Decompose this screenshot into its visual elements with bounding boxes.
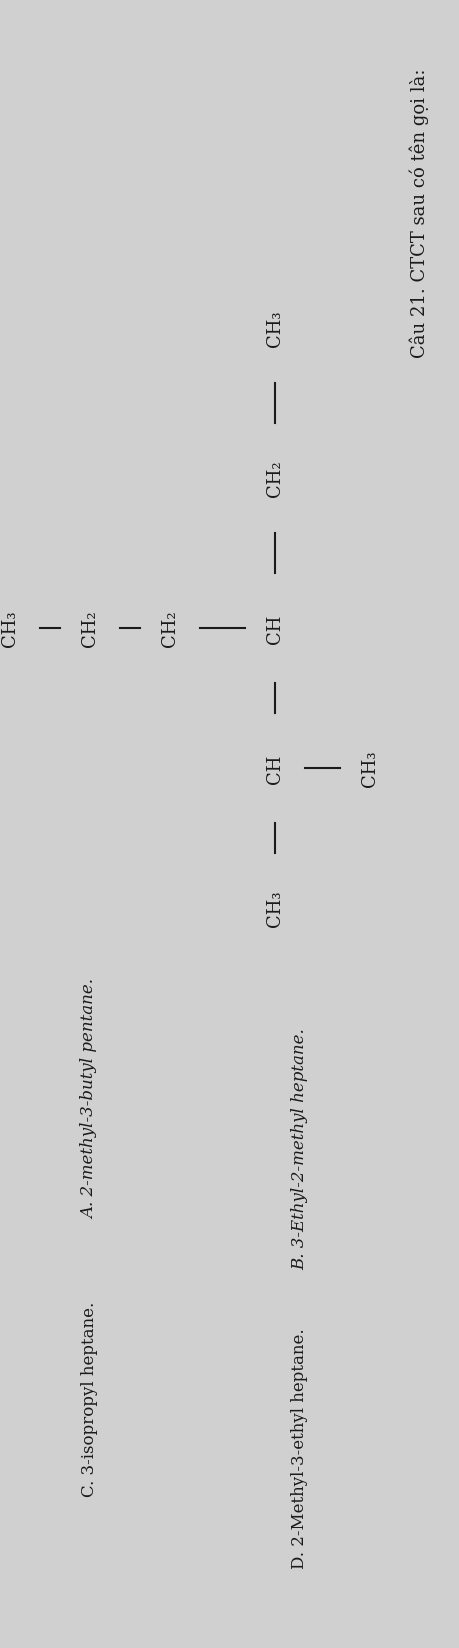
Text: CH: CH <box>266 753 284 783</box>
Text: CH₃: CH₃ <box>1 610 19 648</box>
Text: CH₂: CH₂ <box>81 610 99 648</box>
Text: CH₂: CH₂ <box>266 460 284 498</box>
Text: D. 2-Methyl-3-ethyl heptane.: D. 2-Methyl-3-ethyl heptane. <box>291 1328 308 1569</box>
Text: CH₃: CH₃ <box>361 750 379 786</box>
Text: CH₃: CH₃ <box>266 310 284 348</box>
Text: CH₂: CH₂ <box>161 610 179 648</box>
Text: CH: CH <box>266 615 284 643</box>
Text: A. 2-methyl-3-butyl pentane.: A. 2-methyl-3-butyl pentane. <box>82 979 99 1218</box>
Text: B. 3-Ethyl-2-methyl heptane.: B. 3-Ethyl-2-methyl heptane. <box>291 1027 308 1269</box>
Text: CH₃: CH₃ <box>266 890 284 926</box>
Text: C. 3-isopropyl heptane.: C. 3-isopropyl heptane. <box>82 1300 99 1496</box>
Text: Câu 21. CTCT sau có tên gọi là:: Câu 21. CTCT sau có tên gọi là: <box>410 69 430 358</box>
